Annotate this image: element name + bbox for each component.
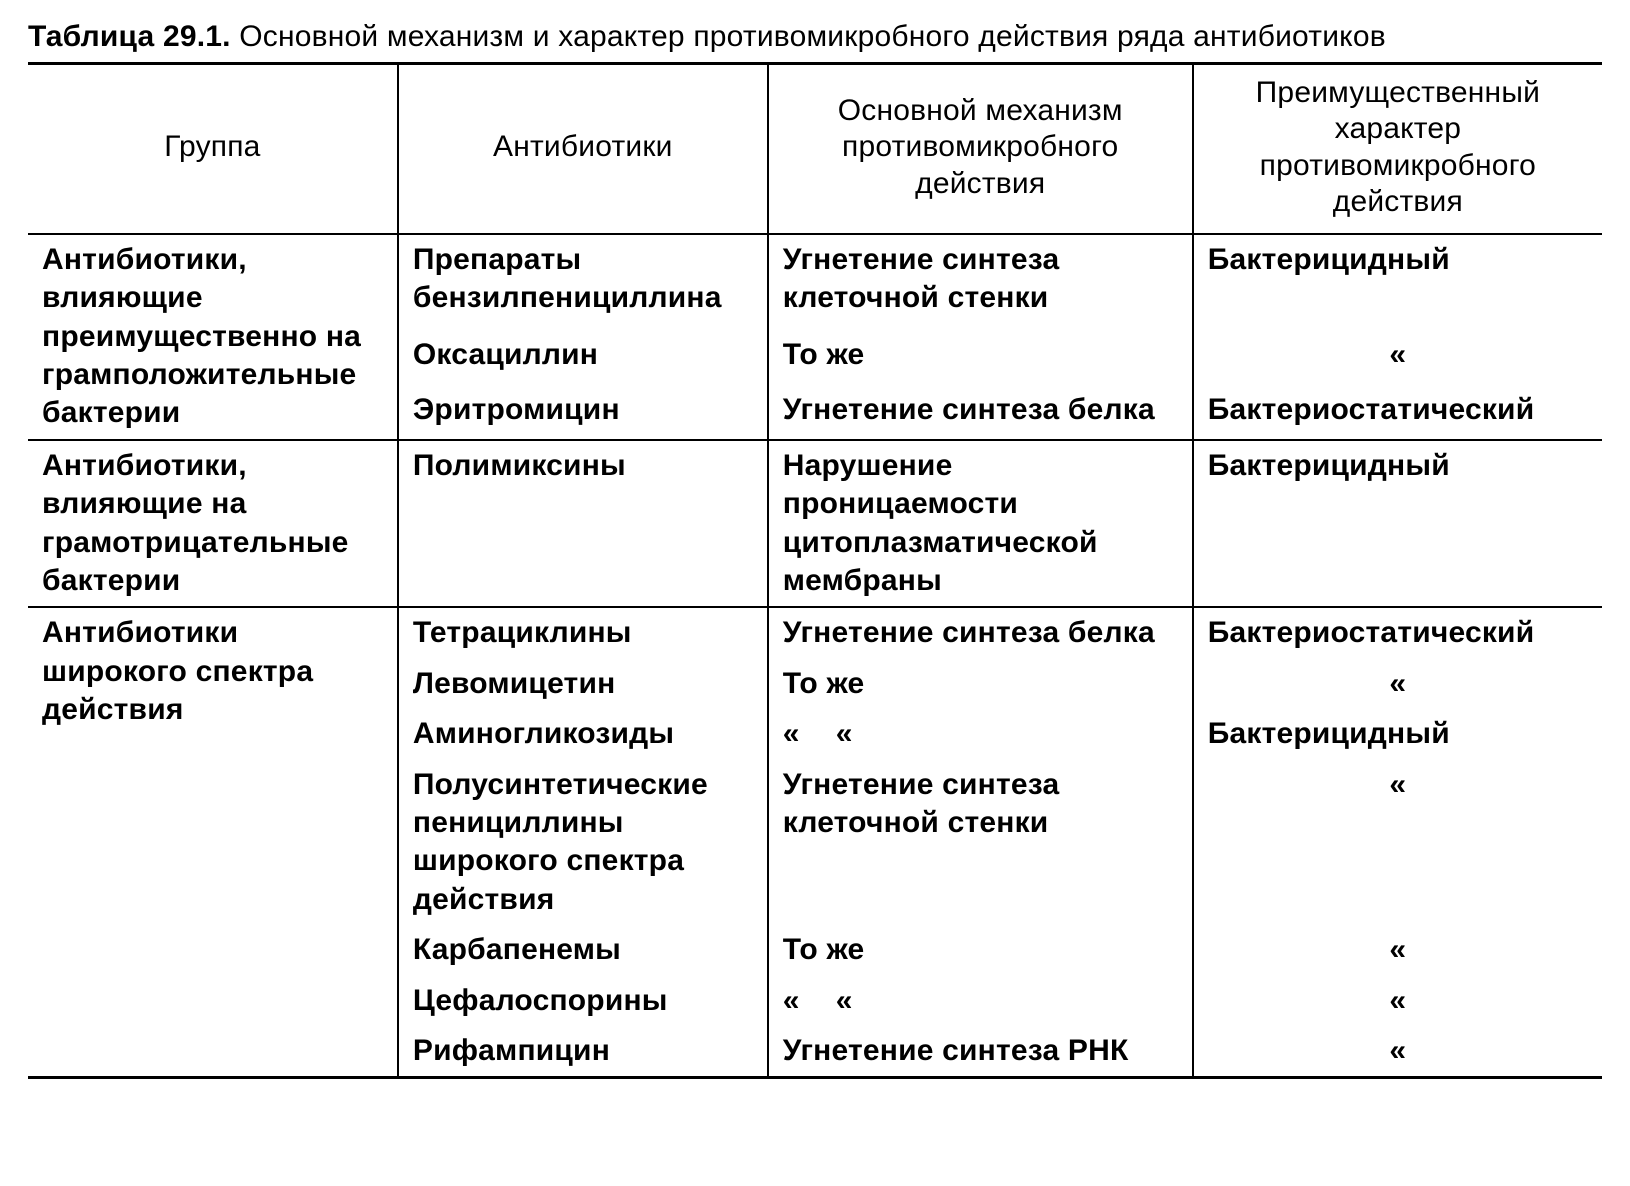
col-header-mechanism: Основной механизм противомикробного дейс…	[768, 63, 1193, 234]
mechanism-cell: « «	[768, 709, 1193, 759]
character-cell: «	[1193, 659, 1602, 709]
mechanism-cell: То же	[768, 659, 1193, 709]
mechanism-cell: То же	[768, 925, 1193, 975]
mechanism-cell: Угнетение синтеза клеточной стенки	[768, 234, 1193, 331]
drug-cell: Цефалоспорины	[398, 976, 768, 1026]
table-row: Антибиотики, влияющие преимущественно на…	[28, 234, 1602, 331]
character-cell: «	[1193, 760, 1602, 926]
character-cell: «	[1193, 976, 1602, 1026]
character-cell: Бактерицидный	[1193, 440, 1602, 608]
drug-cell: Препараты бензилпенициллина	[398, 234, 768, 331]
drug-cell: Эритромицин	[398, 385, 768, 440]
mechanism-cell: Угнетение синтеза белка	[768, 607, 1193, 658]
mechanism-cell: Угнетение синтеза клеточной стенки	[768, 760, 1193, 926]
table-caption: Таблица 29.1. Основной механизм и характ…	[28, 18, 1602, 56]
antibiotics-table: Группа Антибиотики Основной механизм про…	[28, 62, 1602, 1080]
mechanism-cell: Угнетение синтеза белка	[768, 385, 1193, 440]
group-cell: Антибиотики, влияющие на грамотрицательн…	[28, 440, 398, 608]
page: Таблица 29.1. Основной механизм и характ…	[0, 0, 1630, 1186]
drug-cell: Рифампицин	[398, 1026, 768, 1078]
mechanism-cell: То же	[768, 330, 1193, 384]
mechanism-cell: « «	[768, 976, 1193, 1026]
mechanism-cell: Нарушение проницаемости цитоплазматическ…	[768, 440, 1193, 608]
character-cell: Бактерицидный	[1193, 234, 1602, 331]
drug-cell: Полимиксины	[398, 440, 768, 608]
caption-prefix: Таблица 29.1.	[28, 20, 231, 53]
table-row: Антибиотики, влияющие на грамотрицательн…	[28, 440, 1602, 608]
character-cell: «	[1193, 1026, 1602, 1078]
table-row: Антибиотики широкого спектра действия Те…	[28, 607, 1602, 658]
col-header-group: Группа	[28, 63, 398, 234]
drug-cell: Левомицетин	[398, 659, 768, 709]
character-cell: Бактериостатический	[1193, 385, 1602, 440]
drug-cell: Карбапенемы	[398, 925, 768, 975]
table-header-row: Группа Антибиотики Основной механизм про…	[28, 63, 1602, 234]
col-header-character: Преимущественный характер противомикробн…	[1193, 63, 1602, 234]
group-cell: Антибиотики широкого спектра действия	[28, 607, 398, 1077]
character-cell: «	[1193, 925, 1602, 975]
drug-cell: Полусинтетические пенициллины широкого с…	[398, 760, 768, 926]
drug-cell: Тетрациклины	[398, 607, 768, 658]
character-cell: «	[1193, 330, 1602, 384]
drug-cell: Оксациллин	[398, 330, 768, 384]
mechanism-cell: Угнетение синтеза РНК	[768, 1026, 1193, 1078]
caption-rest: Основной механизм и характер противомикр…	[231, 20, 1386, 53]
drug-cell: Аминогликозиды	[398, 709, 768, 759]
group-cell: Антибиотики, влияющие преимущественно на…	[28, 234, 398, 440]
character-cell: Бактерицидный	[1193, 709, 1602, 759]
col-header-drug: Антибиотики	[398, 63, 768, 234]
character-cell: Бактериостатический	[1193, 607, 1602, 658]
